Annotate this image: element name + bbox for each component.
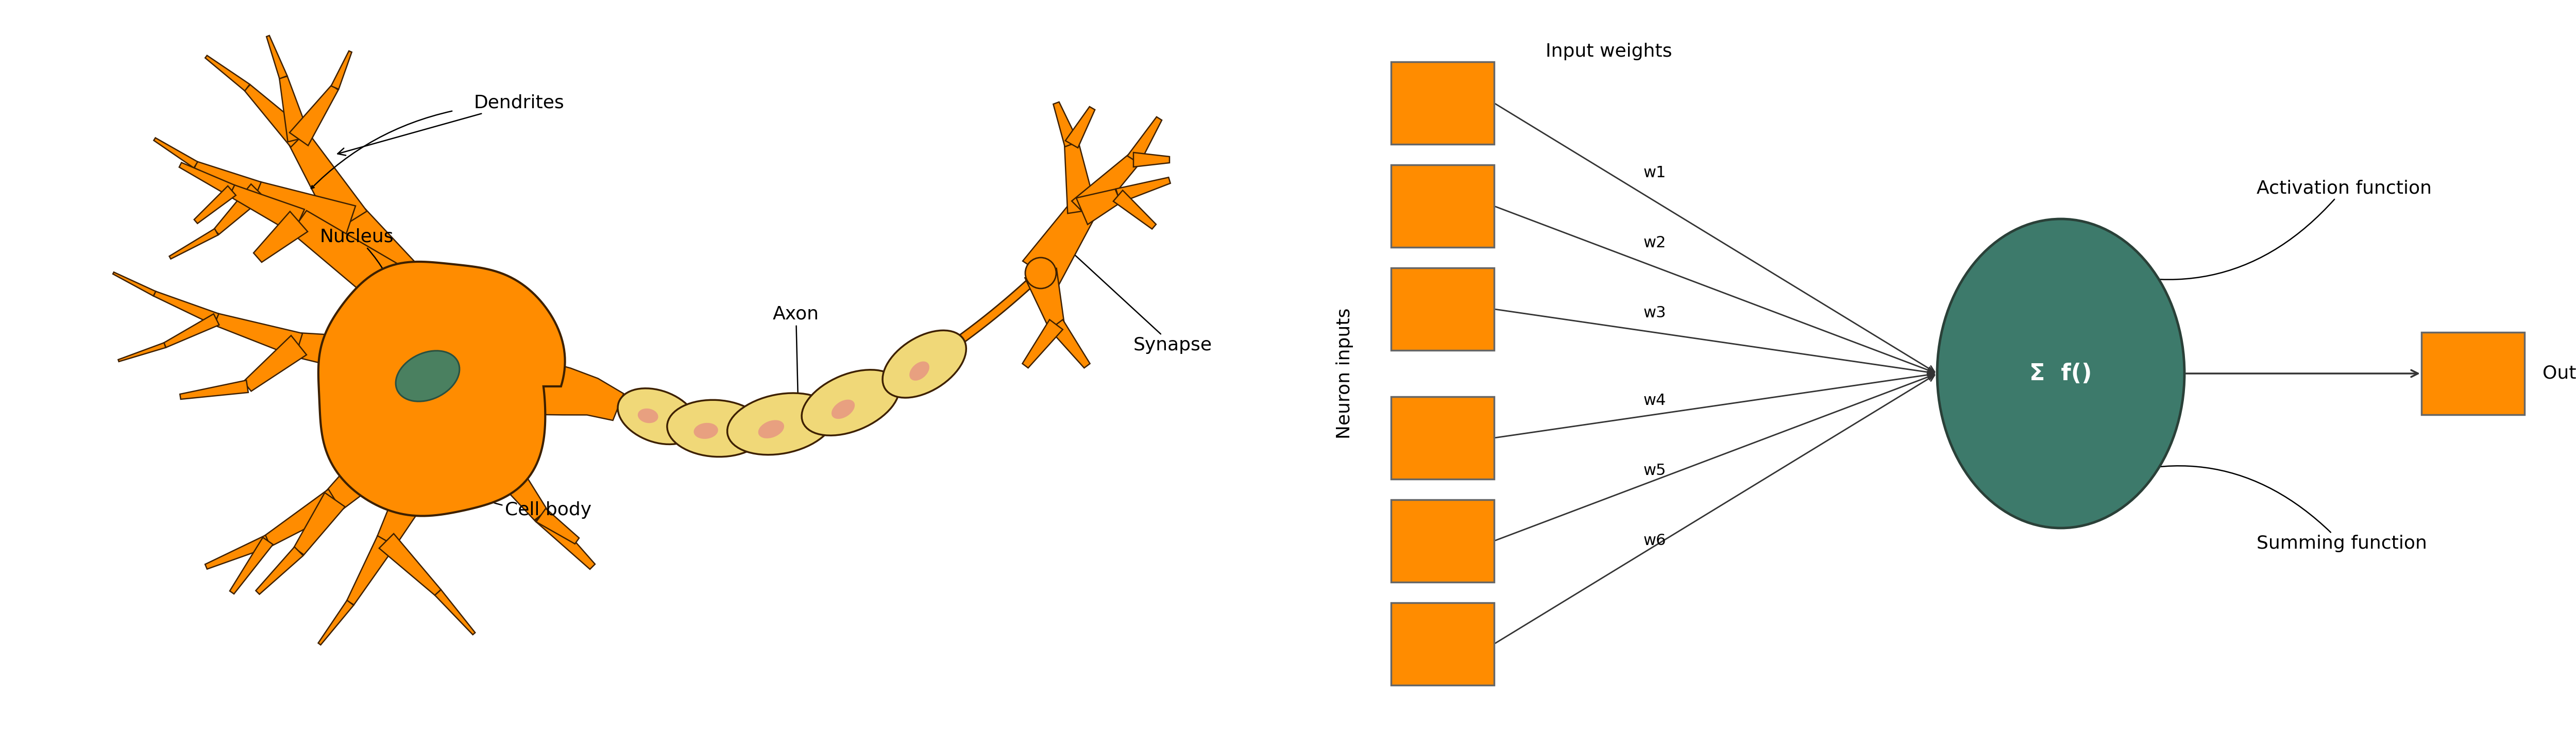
Polygon shape	[193, 161, 260, 199]
Text: Nucleus: Nucleus	[319, 229, 402, 359]
Ellipse shape	[1937, 219, 2184, 528]
Text: Cell body: Cell body	[453, 485, 592, 518]
Polygon shape	[536, 509, 595, 569]
Polygon shape	[332, 51, 353, 89]
Text: Input weights: Input weights	[1546, 43, 1672, 61]
Polygon shape	[155, 137, 198, 168]
Text: Dendrites: Dendrites	[337, 94, 564, 155]
Polygon shape	[1077, 189, 1121, 225]
Polygon shape	[214, 314, 301, 357]
Polygon shape	[229, 537, 273, 594]
Polygon shape	[118, 343, 165, 362]
Text: Summing function: Summing function	[2079, 466, 2427, 552]
Ellipse shape	[667, 400, 765, 457]
Polygon shape	[255, 547, 304, 595]
Text: Activation function: Activation function	[2079, 179, 2432, 279]
Polygon shape	[1072, 155, 1139, 221]
Text: w6: w6	[1643, 533, 1667, 548]
Text: Synapse: Synapse	[1066, 248, 1213, 354]
Ellipse shape	[832, 400, 855, 419]
Polygon shape	[245, 335, 307, 391]
Polygon shape	[1025, 268, 1064, 327]
Ellipse shape	[639, 409, 659, 423]
Text: w2: w2	[1643, 235, 1667, 250]
Text: w4: w4	[1643, 393, 1667, 408]
Polygon shape	[1023, 203, 1095, 285]
Polygon shape	[348, 536, 394, 605]
Polygon shape	[289, 85, 337, 146]
FancyBboxPatch shape	[1391, 603, 1494, 685]
Polygon shape	[252, 211, 307, 262]
FancyBboxPatch shape	[2421, 332, 2524, 415]
Polygon shape	[180, 163, 234, 196]
Ellipse shape	[1025, 258, 1056, 288]
Ellipse shape	[884, 330, 966, 397]
Polygon shape	[155, 291, 219, 325]
Ellipse shape	[909, 362, 930, 380]
Text: w5: w5	[1643, 463, 1667, 478]
Polygon shape	[180, 380, 247, 399]
Polygon shape	[536, 509, 580, 544]
Polygon shape	[1048, 320, 1090, 368]
FancyBboxPatch shape	[1391, 62, 1494, 144]
Polygon shape	[477, 438, 549, 520]
Polygon shape	[379, 533, 440, 595]
Text: Axon: Axon	[773, 306, 819, 421]
Polygon shape	[327, 422, 417, 509]
Polygon shape	[289, 133, 366, 232]
Polygon shape	[245, 84, 307, 147]
Text: Σ  f(): Σ f()	[2030, 362, 2092, 385]
FancyBboxPatch shape	[1391, 397, 1494, 479]
Ellipse shape	[801, 370, 899, 436]
Text: Output: Output	[2543, 365, 2576, 382]
Polygon shape	[1023, 320, 1064, 368]
Polygon shape	[1054, 102, 1079, 146]
Polygon shape	[319, 601, 353, 645]
Polygon shape	[1066, 107, 1095, 148]
Ellipse shape	[757, 420, 783, 438]
Polygon shape	[255, 182, 355, 237]
Polygon shape	[229, 185, 304, 234]
Polygon shape	[1115, 177, 1170, 202]
Polygon shape	[435, 589, 474, 635]
Polygon shape	[206, 535, 270, 569]
FancyBboxPatch shape	[1391, 165, 1494, 247]
Text: w3: w3	[1643, 306, 1667, 320]
Polygon shape	[319, 261, 564, 516]
Polygon shape	[193, 186, 237, 223]
Polygon shape	[335, 209, 443, 326]
Polygon shape	[294, 492, 345, 555]
Polygon shape	[265, 36, 286, 78]
Ellipse shape	[397, 351, 459, 401]
FancyBboxPatch shape	[1391, 500, 1494, 582]
Polygon shape	[265, 489, 343, 546]
Polygon shape	[206, 55, 250, 91]
Text: Neuron inputs: Neuron inputs	[1337, 308, 1352, 439]
Ellipse shape	[726, 393, 835, 455]
Polygon shape	[1113, 190, 1157, 229]
Ellipse shape	[693, 423, 719, 439]
Polygon shape	[291, 211, 399, 302]
Text: w1: w1	[1643, 165, 1667, 180]
Polygon shape	[1133, 152, 1170, 167]
Polygon shape	[1128, 117, 1162, 164]
Polygon shape	[165, 314, 219, 347]
Polygon shape	[113, 272, 155, 296]
Polygon shape	[376, 454, 446, 546]
Polygon shape	[526, 359, 623, 421]
Polygon shape	[296, 333, 404, 382]
FancyBboxPatch shape	[1391, 268, 1494, 350]
Ellipse shape	[618, 388, 698, 444]
Polygon shape	[278, 76, 309, 142]
Polygon shape	[170, 229, 219, 259]
Polygon shape	[214, 184, 265, 235]
Polygon shape	[1064, 143, 1097, 214]
